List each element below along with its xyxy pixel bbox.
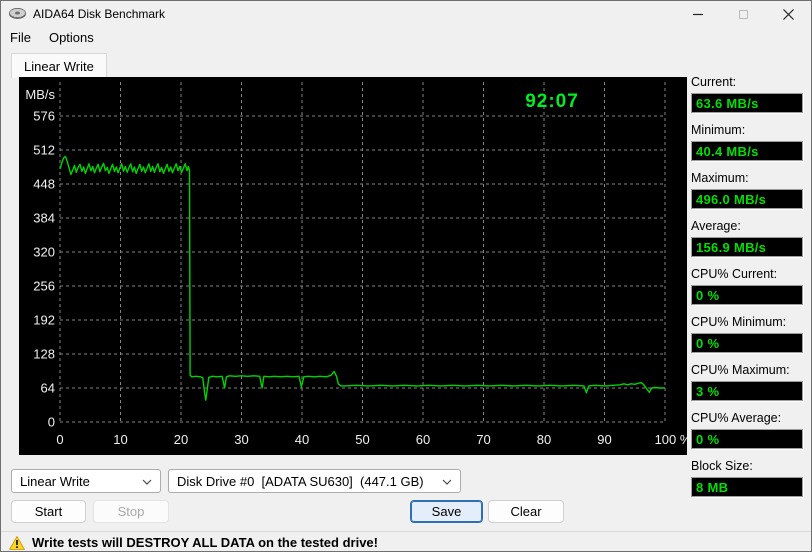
svg-text:64: 64 [41, 381, 55, 396]
svg-text:MB/s: MB/s [25, 87, 55, 102]
stat-label: CPU% Minimum: [691, 315, 787, 329]
stat-label: Maximum: [691, 171, 749, 185]
stats-panel: Current: 63.6 MB/s Minimum: 40.4 MB/s Maximu… [691, 75, 803, 507]
chevron-down-icon [142, 479, 152, 485]
throughput-line [59, 155, 665, 401]
menu-bar: File Options [1, 27, 811, 48]
stat-value: 0 % [691, 285, 803, 305]
chevron-down-icon [442, 479, 452, 485]
stat-label: Current: [691, 75, 737, 89]
stat-label: CPU% Current: [691, 267, 778, 281]
stat-value: 3 % [691, 381, 803, 401]
svg-text:384: 384 [33, 211, 55, 226]
maximize-button[interactable] [721, 1, 766, 27]
warning-icon [9, 535, 25, 550]
minimize-button[interactable] [676, 1, 721, 27]
stat-value: 8 MB [691, 477, 803, 497]
svg-text:70: 70 [476, 432, 490, 447]
disk-icon [9, 8, 26, 19]
svg-text:80: 80 [537, 432, 551, 447]
svg-text:40: 40 [295, 432, 309, 447]
minimize-icon [693, 13, 703, 15]
chart-canvas: MB/s 0 64 128 192 256 320 384 448 512 576 0 10 20 30 40… [25, 82, 687, 447]
svg-text:192: 192 [33, 313, 55, 328]
menu-options[interactable]: Options [48, 30, 94, 45]
svg-text:128: 128 [33, 347, 55, 362]
svg-text:30: 30 [234, 432, 248, 447]
stat-label: Minimum: [691, 123, 746, 137]
maximize-icon [739, 9, 748, 19]
svg-text:100 %: 100 % [655, 432, 687, 447]
svg-text:10: 10 [113, 432, 127, 447]
close-button[interactable] [766, 1, 811, 27]
menu-file[interactable]: File [10, 30, 31, 45]
stat-value: 63.6 MB/s [691, 93, 803, 113]
stat-label: CPU% Maximum: [691, 363, 790, 377]
clear-button[interactable]: Clear [488, 500, 564, 523]
stat-label: CPU% Average: [691, 411, 782, 425]
stat-value: 496.0 MB/s [691, 189, 803, 209]
stat-value: 156.9 MB/s [691, 237, 803, 257]
stat-value: 0 % [691, 429, 803, 449]
test-type-select[interactable]: Linear Write [11, 469, 161, 493]
start-button[interactable]: Start [11, 500, 86, 523]
benchmark-chart: MB/s 0 64 128 192 256 320 384 448 512 576 0 10 20 30 40… [19, 77, 687, 455]
stat-label: Average: [691, 219, 741, 233]
svg-text:512: 512 [33, 143, 55, 158]
drive-select-value: Disk Drive #0 [ADATA SU630] (447.1 GB) [177, 473, 424, 489]
svg-text:576: 576 [33, 109, 55, 124]
test-type-value: Linear Write [20, 473, 90, 489]
drive-select[interactable]: Disk Drive #0 [ADATA SU630] (447.1 GB) [168, 469, 461, 493]
svg-text:90: 90 [597, 432, 611, 447]
save-button[interactable]: Save [410, 500, 483, 523]
status-message: Write tests will DESTROY ALL DATA on the… [32, 535, 378, 550]
svg-text:50: 50 [355, 432, 369, 447]
svg-text:20: 20 [174, 432, 188, 447]
svg-text:60: 60 [416, 432, 430, 447]
status-bar: Write tests will DESTROY ALL DATA on the… [1, 531, 811, 551]
svg-text:0: 0 [48, 415, 55, 430]
title-bar: AIDA64 Disk Benchmark [1, 1, 811, 27]
svg-text:0: 0 [56, 432, 63, 447]
elapsed-time: 92:07 [525, 91, 579, 112]
svg-text:448: 448 [33, 177, 55, 192]
stat-label: Block Size: [691, 459, 753, 473]
svg-text:320: 320 [33, 245, 55, 260]
stat-value: 40.4 MB/s [691, 141, 803, 161]
stop-button: Stop [93, 500, 169, 523]
svg-text:256: 256 [33, 279, 55, 294]
tab-linear-write[interactable]: Linear Write [11, 53, 107, 78]
window-title: AIDA64 Disk Benchmark [33, 7, 166, 21]
stat-value: 0 % [691, 333, 803, 353]
close-icon [783, 8, 794, 20]
